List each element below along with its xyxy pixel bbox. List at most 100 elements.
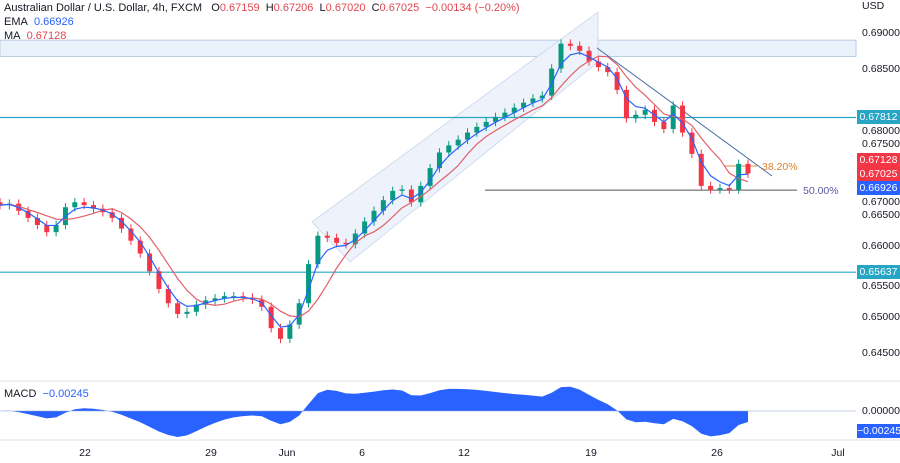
candle-body [567, 43, 573, 46]
candle-body [455, 139, 461, 146]
ema-line [0, 52, 749, 328]
candle-body [614, 72, 620, 90]
candle-body [642, 109, 648, 115]
candle-body [399, 189, 405, 191]
candle-body [511, 107, 517, 113]
ema-legend[interactable]: EMA 0.66926 [4, 16, 74, 28]
candle-body [652, 109, 657, 122]
candle-body [558, 43, 564, 69]
level-price-tag: 0.67812 [857, 110, 900, 124]
candle-body [72, 202, 78, 208]
candle-body [577, 45, 583, 51]
candle-body [53, 225, 59, 233]
price-tick: 0.65500 [862, 280, 900, 292]
candle-body [408, 189, 414, 203]
macd-legend[interactable]: MACD −0.00245 [4, 388, 89, 400]
candle-body [128, 228, 134, 241]
candle-body [0, 202, 3, 206]
candle-body [315, 235, 321, 265]
candle-body [109, 212, 115, 218]
level-price-tag: 0.65637 [857, 265, 900, 279]
candle-body [119, 217, 125, 229]
date-tick: Jul [831, 447, 845, 459]
candle-body [390, 190, 396, 201]
candle-body [493, 116, 499, 122]
macd-zero-label: 0.00000 [862, 405, 900, 417]
candle-body [436, 152, 442, 169]
ma-line [0, 55, 749, 318]
symbol-legend: Australian Dollar / U.S. Dollar, 4h, FXC… [4, 2, 520, 14]
candle-body [670, 105, 676, 130]
price-tag: 0.67128 [857, 153, 900, 167]
symbol-title: Australian Dollar / U.S. Dollar, 4h, FXC… [4, 2, 203, 14]
candle-body [446, 145, 452, 153]
price-tick: 0.64500 [862, 347, 900, 359]
price-tick: 0.65000 [862, 311, 900, 323]
candle-body [371, 210, 377, 222]
candle-body [81, 202, 87, 206]
candle-body [175, 303, 181, 314]
candle-body [418, 185, 424, 203]
candle-body [427, 168, 433, 186]
candle-body [465, 132, 470, 140]
candle-body [698, 153, 704, 186]
date-tick: 19 [585, 447, 597, 459]
candle-body [268, 306, 274, 329]
resistance-zone [0, 39, 857, 57]
candle-body [586, 50, 592, 62]
candle-body [137, 240, 143, 254]
candle-body [623, 89, 629, 119]
candle-body [633, 114, 639, 119]
macd-area [0, 386, 748, 437]
candle-body [736, 163, 742, 190]
candle-body [521, 102, 527, 108]
candle-body [530, 98, 536, 103]
price-tag: 0.67025 [857, 167, 900, 181]
price-tick: 0.67000 [862, 196, 900, 208]
date-tick: 22 [79, 447, 91, 459]
date-tick: 6 [359, 447, 365, 459]
candle-body [287, 324, 293, 339]
price-tick: 0.69000 [862, 27, 900, 39]
fib-50-label: 50.00% [803, 185, 839, 197]
price-tag: 0.66926 [857, 181, 900, 195]
price-tick: 0.68000 [862, 125, 900, 137]
candle-body [34, 217, 40, 226]
candle-body [231, 296, 237, 298]
candle-body [184, 311, 190, 314]
candle-body [25, 210, 31, 218]
candle-body [483, 121, 489, 127]
candle-body [156, 271, 162, 290]
candle-body [717, 188, 723, 190]
candle-body [726, 188, 732, 190]
candle-body [502, 112, 508, 117]
candle-body [549, 68, 555, 96]
candle-body [193, 304, 199, 312]
change: −0.00134 (−0.20%) [425, 2, 520, 14]
candle-body [278, 328, 283, 339]
date-tick: Jun [278, 447, 296, 459]
ma-legend[interactable]: MA 0.67128 [4, 30, 67, 42]
candle-body [689, 132, 695, 154]
candle-body [661, 121, 667, 130]
price-tick: 0.68500 [862, 63, 900, 75]
candle-body [334, 237, 340, 243]
candle-body [708, 185, 714, 190]
candle-body [44, 225, 50, 233]
candle-body [165, 289, 171, 304]
price-tick: 0.67500 [862, 138, 900, 150]
candle-body [324, 235, 330, 238]
candle-body [343, 242, 349, 245]
candle-body [745, 163, 751, 174]
date-tick: 29 [205, 447, 217, 459]
candle-body [147, 253, 153, 272]
price-tick: 0.66000 [862, 240, 900, 252]
fib-38-label: 38.20% [762, 161, 798, 173]
price-tick: 0.66500 [862, 209, 900, 221]
candle-body [362, 221, 368, 234]
candle-body [306, 264, 312, 304]
candle-body [595, 61, 601, 68]
candle-body [605, 67, 611, 73]
